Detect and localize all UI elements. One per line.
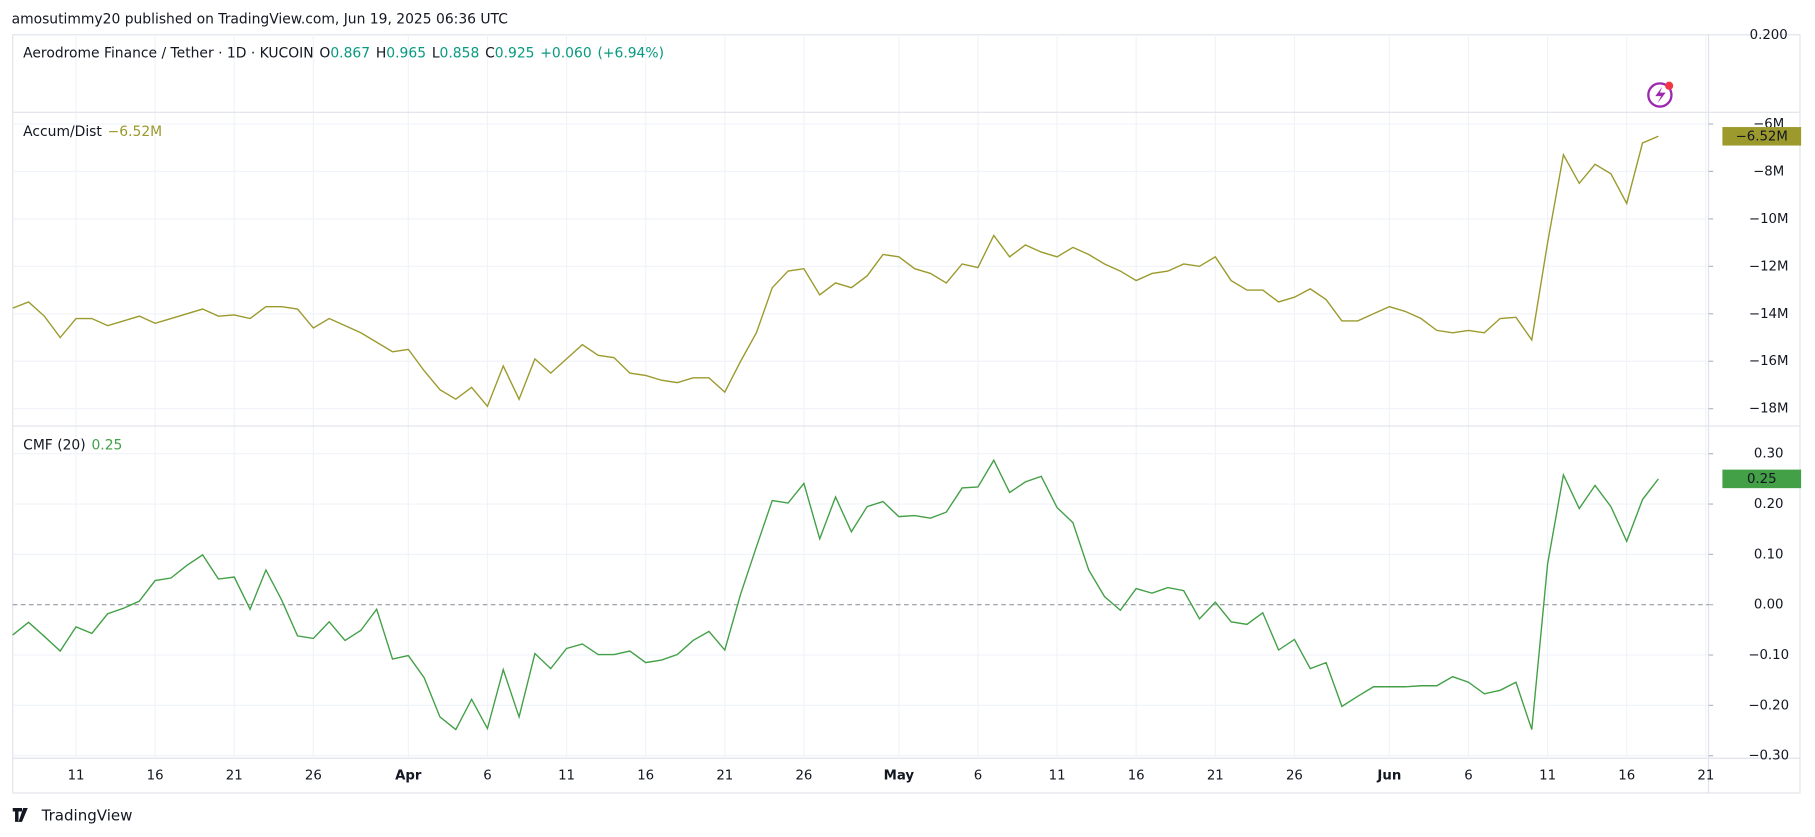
y-tick-label: −16M — [1749, 354, 1789, 369]
symbol-title: Aerodrome Finance / Tether · 1D · KUCOIN — [23, 45, 313, 61]
x-tick-label: 6 — [483, 769, 491, 784]
y-tick-label: −0.10 — [1748, 648, 1789, 663]
last-value-box — [1722, 469, 1802, 489]
brand: TradingView — [12, 807, 133, 825]
x-tick-label: 16 — [1128, 769, 1145, 784]
legend-value: 0.25 — [91, 438, 122, 454]
x-tick-label: 11 — [1049, 769, 1066, 784]
ohlc-value: 0.867 — [330, 45, 370, 61]
x-tick-label: 16 — [147, 769, 164, 784]
x-tick-label: 21 — [716, 769, 733, 784]
ohlc-key: L — [432, 45, 440, 61]
x-tick-label: 6 — [1464, 769, 1472, 784]
change: +0.060 — [540, 45, 591, 61]
legend: CMF (20) 0.25 — [23, 438, 122, 454]
x-tick-label: 21 — [226, 769, 243, 784]
y-tick-label: 0.20 — [1754, 497, 1784, 512]
y-tick-label: 0.10 — [1754, 547, 1784, 562]
x-tick-label: 21 — [1207, 769, 1224, 784]
brand-name: TradingView — [41, 807, 133, 825]
change-pct: (+6.94%) — [597, 45, 664, 61]
x-tick-label: 11 — [1539, 769, 1556, 784]
y-tick-label: −0.30 — [1748, 749, 1789, 764]
x-tick-label: 6 — [974, 769, 982, 784]
last-value-label: −6.52M — [1736, 129, 1788, 144]
x-tick-label: May — [884, 769, 915, 784]
y-tick-label: 0.00 — [1754, 598, 1784, 613]
frame — [12, 34, 1801, 794]
ohlc-key: C — [485, 45, 495, 61]
series-line — [12, 458, 1659, 731]
x-tick-label: 11 — [68, 769, 85, 784]
y-tick-label: −0.20 — [1748, 698, 1789, 713]
x-tick-label: 21 — [1697, 769, 1714, 784]
last-value-box — [1722, 127, 1802, 146]
x-tick-label: 26 — [305, 769, 322, 784]
y-tick-label: −14M — [1749, 307, 1789, 322]
last-value-label: 0.25 — [1747, 472, 1777, 487]
y-tick-label: −10M — [1749, 212, 1789, 227]
pane-title: CMF (20) — [23, 438, 86, 454]
x-tick-label: 16 — [637, 769, 654, 784]
ohlc-value: 0.925 — [495, 45, 535, 61]
ohlc-value: 0.858 — [440, 45, 480, 61]
series-line — [12, 135, 1659, 408]
y-tick-label: −8M — [1753, 164, 1784, 179]
legend: Accum/Dist −6.52M — [23, 124, 162, 140]
alert-icon — [1647, 81, 1674, 108]
x-tick-label: 26 — [1286, 769, 1303, 784]
x-tick-label: 11 — [558, 769, 575, 784]
x-tick-label: 26 — [795, 769, 812, 784]
ohlc-value: 0.965 — [386, 45, 426, 61]
legend: Aerodrome Finance / Tether · 1D · KUCOIN… — [23, 45, 664, 61]
x-tick-label: Apr — [395, 769, 422, 784]
x-tick-label: Jun — [1376, 769, 1401, 784]
y-tick-label: −12M — [1749, 259, 1789, 274]
y-tick-label: 0.30 — [1754, 447, 1784, 462]
y-tick-label: −18M — [1749, 402, 1789, 417]
x-tick-label: 16 — [1618, 769, 1635, 784]
ohlc-key: H — [376, 45, 386, 61]
legend-value: −6.52M — [108, 124, 163, 140]
ohlc-key: O — [319, 45, 330, 61]
pane-title: Accum/Dist — [23, 124, 102, 140]
publisher: amosutimmy20 published on TradingView.co… — [12, 12, 508, 28]
y-tick-label: 0.200 — [1750, 28, 1788, 43]
